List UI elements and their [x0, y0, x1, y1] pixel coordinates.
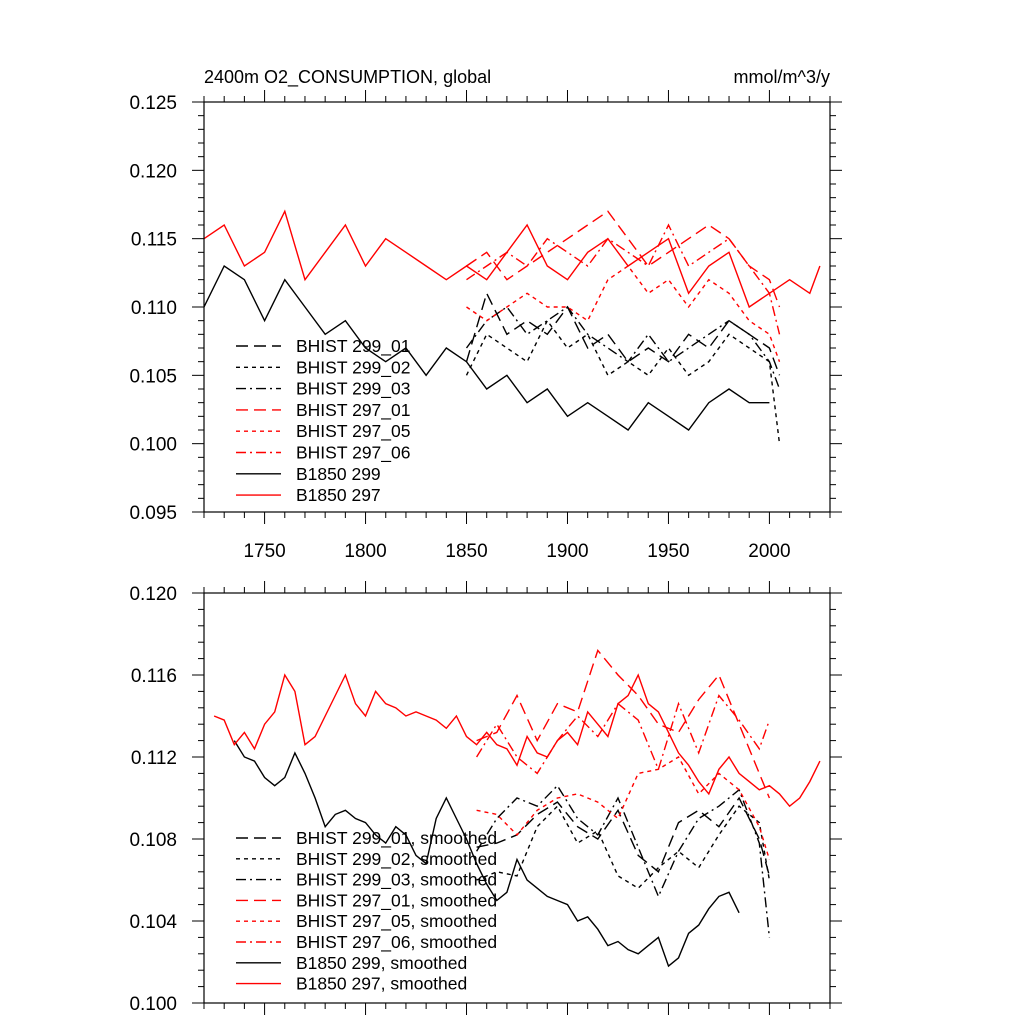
y-tick-label: 0.120	[129, 161, 177, 182]
panel-units: mmol/m^3/y	[734, 67, 830, 87]
legend-label: BHIST 299_03	[296, 379, 410, 400]
series-line-7	[204, 209, 821, 309]
legend-label: BHIST 297_05, smoothed	[296, 911, 497, 932]
series-line-6	[204, 264, 770, 431]
y-tick-label: 0.115	[131, 230, 177, 251]
y-tick-label: 0.116	[131, 666, 177, 687]
y-tick-label: 0.105	[129, 366, 177, 387]
series-line-2	[476, 784, 771, 938]
series-line-3	[476, 648, 771, 799]
legend-label: BHIST 297_05	[296, 421, 410, 442]
legend-label: BHIST 297_06	[296, 443, 410, 464]
series-line-6	[233, 740, 740, 968]
y-tick-label: 0.100	[129, 435, 177, 456]
series-line-0	[465, 291, 781, 376]
y-tick-label: 0.125	[129, 93, 177, 114]
x-tick-label: 2000	[748, 541, 790, 562]
legend-label: BHIST 299_03, smoothed	[296, 870, 497, 891]
y-tick-label: 0.112	[131, 748, 177, 769]
x-tick-label: 1900	[546, 541, 588, 562]
plot-frame	[203, 592, 831, 1004]
y-tick-label: 0.110	[131, 298, 177, 319]
legend-label: B1850 297	[296, 485, 381, 505]
series-line-4	[466, 265, 781, 362]
legend-label: BHIST 299_01, smoothed	[296, 828, 497, 849]
series-line-0	[476, 796, 771, 877]
y-tick-label: 0.104	[129, 912, 177, 933]
series-line-4	[476, 756, 771, 860]
legend-label: BHIST 297_01	[296, 400, 410, 421]
legend-label: BHIST 299_02	[296, 357, 410, 378]
series-line-3	[466, 210, 781, 308]
series-line-2	[465, 306, 781, 390]
panel-title: 2400m O2_CONSUMPTION, global	[204, 67, 491, 88]
legend-label: BHIST 297_06, smoothed	[296, 932, 497, 953]
y-tick-label: 0.120	[129, 584, 177, 605]
series-line-1	[465, 319, 781, 444]
legend-label: BHIST 299_01	[296, 336, 410, 357]
legend-label: B1850 299, smoothed	[296, 953, 467, 973]
legend-label: BHIST 299_02, smoothed	[296, 849, 497, 870]
legend-label: B1850 297, smoothed	[296, 974, 467, 994]
x-tick-label: 1950	[647, 541, 689, 562]
y-tick-label: 0.095	[129, 503, 177, 524]
y-tick-label: 0.108	[129, 830, 177, 851]
x-tick-label: 1800	[344, 541, 386, 562]
top-panel: 2400m O2_CONSUMPTION, global mmol/m^3/y …	[129, 67, 842, 562]
series-line-7	[213, 673, 821, 808]
legend-label: BHIST 297_01, smoothed	[296, 890, 497, 911]
series-line-5	[466, 223, 781, 335]
series-line-1	[476, 805, 771, 890]
legend-label: B1850 299	[296, 464, 381, 484]
x-tick-label: 1750	[243, 541, 285, 562]
bottom-panel: 0.100 0.104 0.108 0.112 0.116 0.120 BHIST 299…	[129, 581, 842, 1015]
y-tick-label: 0.100	[129, 994, 177, 1015]
x-tick-label: 1850	[445, 541, 487, 562]
